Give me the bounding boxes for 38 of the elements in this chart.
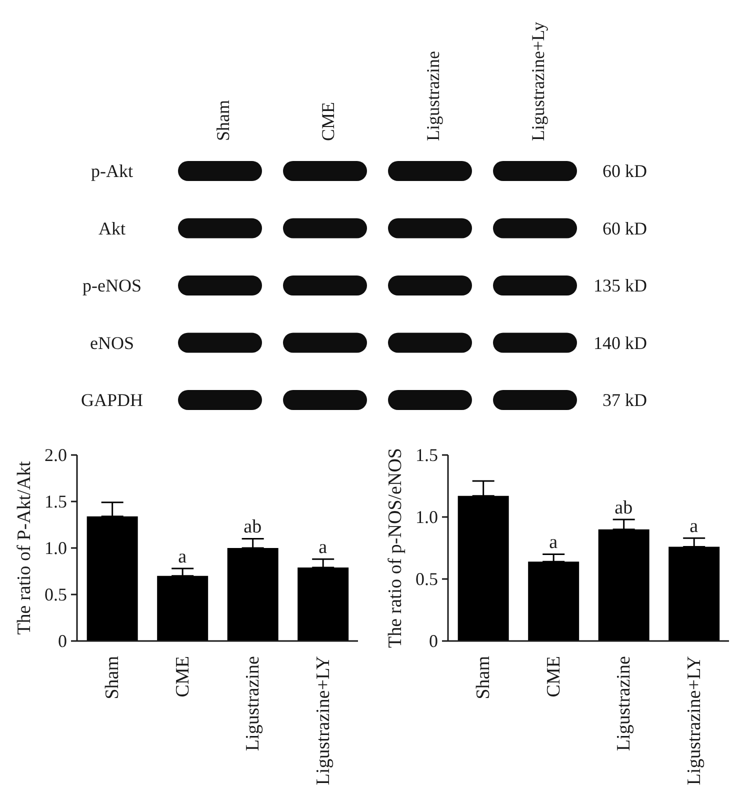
x-tick-label: CME [542,656,564,698]
y-tick-label: 1.5 [44,492,67,512]
x-tick-label: CME [172,656,193,698]
x-tick-label: Ligustrazine [242,656,264,751]
y-axis-title: The ratio of P-Akt/Akt [14,460,34,635]
y-tick-label: 0.5 [44,584,67,604]
category-label: eNOS [90,332,134,353]
x-tick-label: Ligustrazine+LY [312,656,334,786]
category-label: 140 kD [594,332,647,353]
y-tick-label: 0 [429,631,438,651]
category-label: Sham [213,100,233,141]
y-tick-label: 0.5 [416,569,438,589]
y-tick-label: 2.0 [44,445,67,465]
category-label: p-Akt [91,161,133,181]
annotation: ab [614,497,633,518]
category-label: 60 kD [602,218,647,238]
category-label: p-eNOS [82,276,142,296]
category-label: Ligustrazine+Ly [528,22,548,141]
annotation: a [318,537,328,558]
category-label: 135 kD [594,276,647,296]
category-label: 37 kD [602,390,647,410]
category-label: CME [318,102,338,141]
y-tick-label: 1.5 [416,445,438,465]
annotation: ab [244,516,262,538]
annotation: a [178,546,188,568]
category-label: Akt [98,218,126,238]
x-tick-label: Sham [472,656,494,700]
annotation: a [549,532,558,554]
y-tick-label: 1.0 [416,507,438,527]
x-tick-label: Ligustrazine+LY [683,656,704,786]
category-label: 60 kD [602,161,647,181]
category-label: GAPDH [80,390,144,410]
x-tick-label: Sham [102,656,123,700]
category-label: Ligustrazine [423,51,443,141]
x-tick-label: Ligustrazine [613,656,634,751]
annotation: a [690,516,699,538]
y-axis-title: The ratio of p-NOS/eNOS [384,448,406,648]
y-tick-label: 0 [58,631,67,651]
